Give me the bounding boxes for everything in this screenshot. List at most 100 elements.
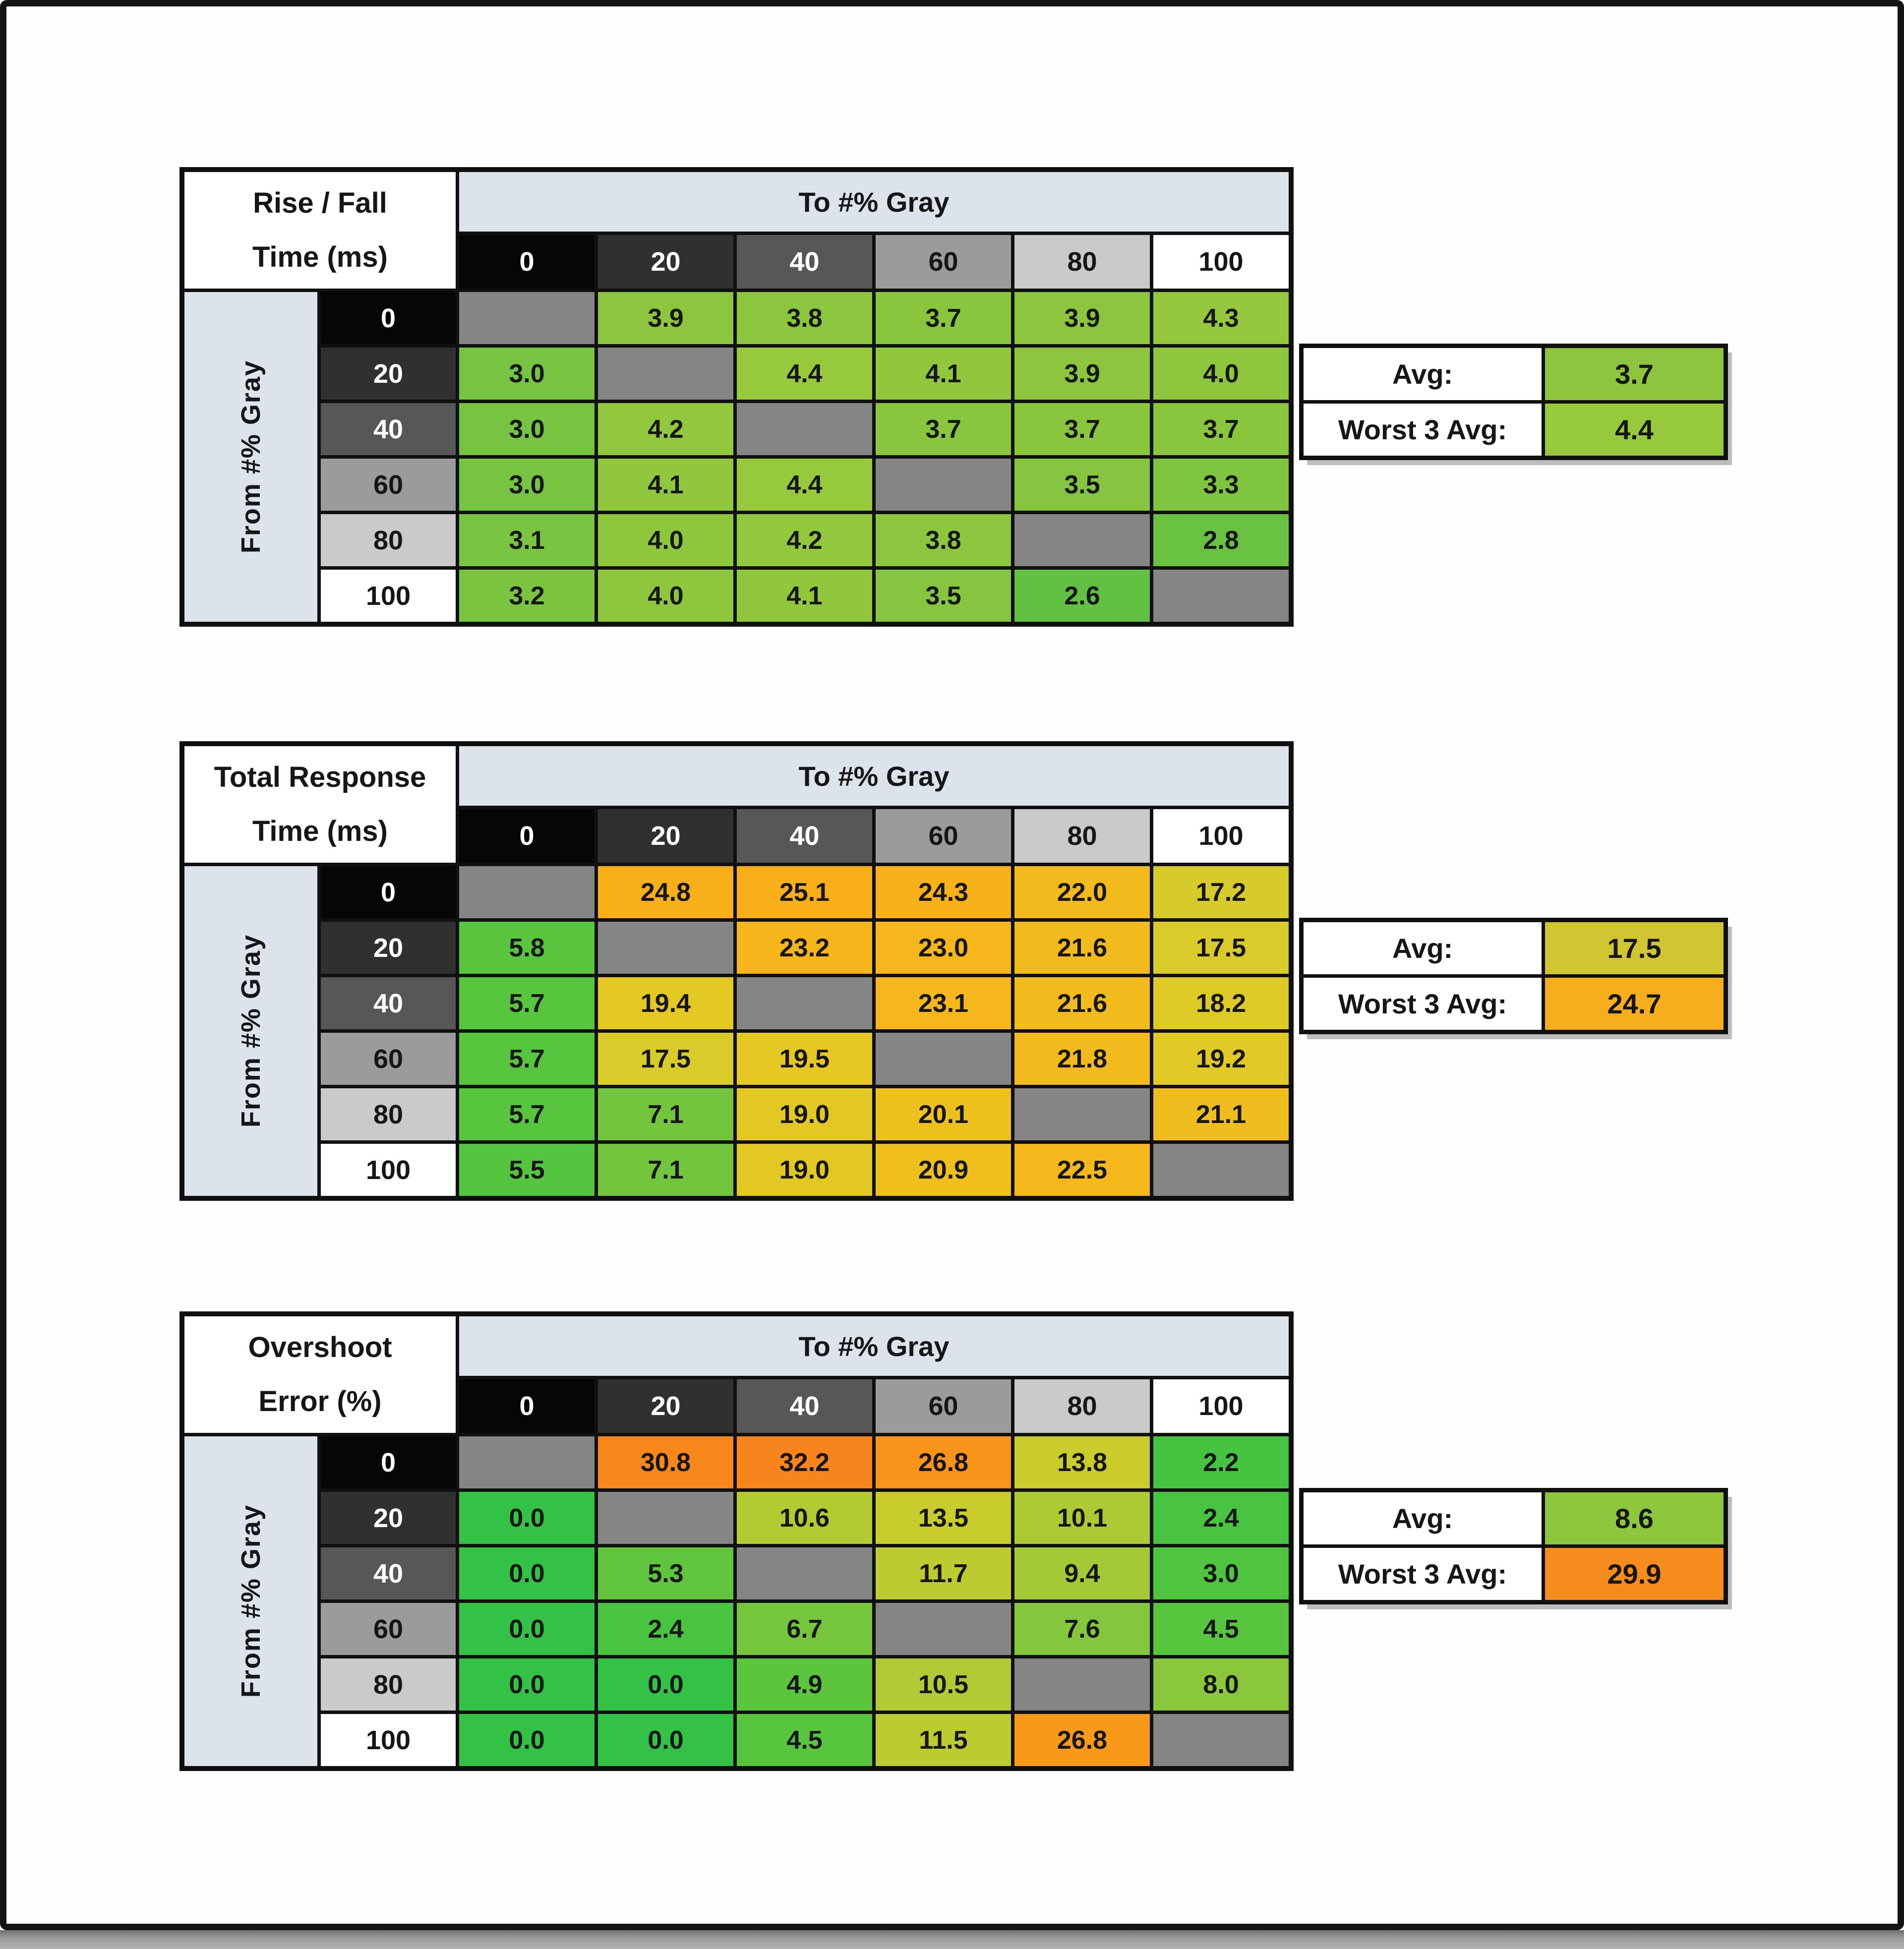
to-gray-col-header-text: 40 xyxy=(789,821,820,851)
response-cell: 5.3 xyxy=(598,1547,733,1599)
response-cell: 4.1 xyxy=(737,570,872,622)
response-cell: 7.1 xyxy=(598,1144,733,1196)
worst3-avg-value-text: 4.4 xyxy=(1615,414,1654,445)
to-gray-band-label: To #% Gray xyxy=(459,172,1289,232)
worst3-avg-label-text: Worst 3 Avg: xyxy=(1338,988,1507,1019)
response-cell-text: 32.2 xyxy=(779,1448,830,1477)
from-gray-row-header: 60 xyxy=(321,1033,456,1085)
to-gray-col-header-text: 100 xyxy=(1198,247,1244,277)
response-cell-text: 3.0 xyxy=(1203,1559,1239,1588)
diagonal-cell xyxy=(598,1492,733,1544)
response-cell-text: 5.8 xyxy=(509,933,545,962)
table-title: Rise / Fall Time (ms) xyxy=(184,172,456,289)
to-gray-col-header: 60 xyxy=(876,809,1011,863)
diagonal-cell xyxy=(1153,570,1289,622)
response-cell: 3.8 xyxy=(737,292,872,344)
response-cell: 3.3 xyxy=(1153,459,1289,511)
response-cell: 5.5 xyxy=(459,1144,595,1196)
from-gray-row-header: 0 xyxy=(321,1436,456,1488)
from-gray-row-header-text: 40 xyxy=(373,988,404,1018)
to-gray-col-header-text: 60 xyxy=(928,1391,958,1421)
response-cell: 21.1 xyxy=(1153,1088,1289,1140)
response-cell: 23.2 xyxy=(737,922,872,974)
diagonal-cell xyxy=(737,977,872,1029)
avg-label-text: Avg: xyxy=(1392,1503,1453,1534)
to-gray-col-header-text: 20 xyxy=(651,247,681,277)
to-gray-band-label-text: To #% Gray xyxy=(798,1330,950,1362)
response-cell: 21.8 xyxy=(1014,1033,1150,1085)
response-cell-text: 0.0 xyxy=(648,1725,684,1755)
from-gray-row-header-text: 100 xyxy=(365,1725,411,1755)
to-gray-band-label-text: To #% Gray xyxy=(798,186,950,218)
from-gray-row-header-text: 0 xyxy=(380,303,396,333)
response-cell-text: 10.5 xyxy=(918,1670,969,1699)
to-gray-col-header: 20 xyxy=(598,235,733,289)
to-gray-col-header-text: 80 xyxy=(1067,247,1097,277)
response-cell-text: 3.9 xyxy=(648,303,684,333)
diagonal-cell xyxy=(737,1547,872,1599)
response-cell-text: 5.5 xyxy=(509,1155,545,1184)
response-cell-text: 19.0 xyxy=(779,1155,830,1184)
response-cell: 4.2 xyxy=(598,403,733,455)
avg-value: 3.7 xyxy=(1545,348,1724,400)
diagonal-cell xyxy=(1153,1144,1289,1196)
to-gray-col-header: 0 xyxy=(459,235,595,289)
response-cell: 3.0 xyxy=(459,348,595,400)
response-cell: 3.8 xyxy=(876,514,1011,566)
from-gray-row-header: 20 xyxy=(321,922,456,974)
heatmap-table: Rise / Fall Time (ms) To #% Gray 0 20 40 60 80 1… xyxy=(179,167,1294,627)
worst3-avg-value: 4.4 xyxy=(1545,404,1724,456)
response-cell: 3.0 xyxy=(459,459,595,511)
response-cell-text: 18.2 xyxy=(1195,989,1247,1018)
worst3-avg-value-text: 24.7 xyxy=(1607,988,1662,1019)
from-gray-axis-label-text: From #% Gray xyxy=(236,360,266,554)
table-title-line: Overshoot xyxy=(248,1331,392,1363)
response-cell-text: 3.0 xyxy=(509,470,545,499)
table-title: Total Response Time (ms) xyxy=(184,746,456,863)
response-cell: 4.5 xyxy=(1153,1603,1289,1655)
response-cell: 3.9 xyxy=(598,292,733,344)
response-cell: 17.5 xyxy=(1153,922,1289,974)
from-gray-row-header-text: 40 xyxy=(373,414,404,444)
to-gray-col-header-text: 100 xyxy=(1198,821,1244,851)
table-title-line: Total Response xyxy=(214,761,426,793)
response-cell: 3.0 xyxy=(459,403,595,455)
response-cell-text: 21.6 xyxy=(1057,933,1108,962)
to-gray-col-header: 20 xyxy=(598,809,733,863)
response-cell: 30.8 xyxy=(598,1436,733,1488)
to-gray-col-header-text: 20 xyxy=(651,821,681,851)
response-cell: 5.8 xyxy=(459,922,595,974)
response-cell: 18.2 xyxy=(1153,977,1289,1029)
from-gray-row-header-text: 60 xyxy=(373,1044,404,1074)
response-cell: 3.9 xyxy=(1014,348,1150,400)
response-cell-text: 3.8 xyxy=(925,526,961,555)
response-cell: 4.0 xyxy=(598,514,733,566)
diagonal-cell xyxy=(876,459,1011,511)
response-cell: 25.1 xyxy=(737,866,872,918)
from-gray-row-header: 0 xyxy=(321,292,456,344)
response-cell-text: 26.8 xyxy=(1057,1725,1108,1755)
response-cell-text: 6.7 xyxy=(786,1614,823,1644)
from-gray-row-header: 100 xyxy=(321,570,456,622)
response-cell: 11.5 xyxy=(876,1714,1011,1766)
table-title-line: Time (ms) xyxy=(252,815,388,848)
response-cell: 20.9 xyxy=(876,1144,1011,1196)
from-gray-row-header-text: 20 xyxy=(373,1503,404,1533)
response-cell: 3.7 xyxy=(876,403,1011,455)
response-cell-text: 0.0 xyxy=(509,1559,545,1588)
response-cell-text: 23.2 xyxy=(779,933,830,962)
to-gray-col-header: 40 xyxy=(737,809,872,863)
from-gray-axis-label: From #% Gray xyxy=(184,1436,317,1766)
response-cell: 11.7 xyxy=(876,1547,1011,1599)
from-gray-row-header-text: 80 xyxy=(373,525,404,555)
from-gray-row-header-text: 20 xyxy=(373,933,404,963)
diagonal-cell xyxy=(459,866,595,918)
avg-value-text: 17.5 xyxy=(1607,933,1662,964)
to-gray-col-header-text: 0 xyxy=(519,1391,535,1421)
worst3-avg-label-text: Worst 3 Avg: xyxy=(1338,1558,1507,1590)
avg-label-text: Avg: xyxy=(1392,358,1453,390)
response-cell: 32.2 xyxy=(737,1436,872,1488)
avg-summary-box: Avg: 17.5 Worst 3 Avg: 24.7 xyxy=(1299,918,1728,1034)
from-gray-row-header: 60 xyxy=(321,1603,456,1655)
response-cell: 0.0 xyxy=(598,1714,733,1766)
